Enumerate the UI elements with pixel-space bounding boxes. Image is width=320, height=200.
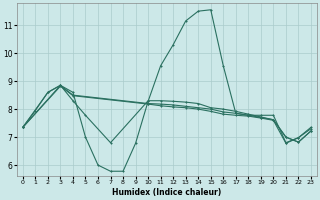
X-axis label: Humidex (Indice chaleur): Humidex (Indice chaleur): [112, 188, 221, 197]
